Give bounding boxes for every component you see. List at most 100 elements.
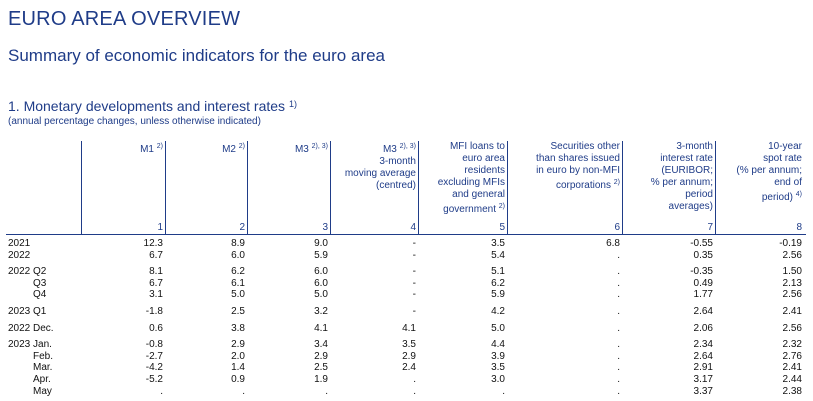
header-text: M3 bbox=[294, 144, 309, 155]
table-cell: 2.5 bbox=[314, 362, 328, 374]
table-cell: 2.64 bbox=[693, 350, 713, 362]
column-divider bbox=[247, 141, 248, 235]
row-label: Feb. bbox=[33, 350, 54, 362]
row-label: 2021 bbox=[8, 238, 31, 249]
row-label: Mar. bbox=[33, 362, 53, 374]
table-cell: 0.49 bbox=[693, 277, 713, 289]
row-label: Q3 bbox=[33, 277, 47, 289]
table-cell: - bbox=[412, 306, 416, 317]
table-cell: 6.2 bbox=[491, 277, 505, 289]
table-cell: . bbox=[617, 266, 620, 278]
section-title-text: 1. Monetary developments and interest ra… bbox=[8, 98, 286, 114]
column-number: 1 bbox=[157, 222, 163, 233]
page-subtitle: Summary of economic indicators for the e… bbox=[8, 46, 386, 65]
header-line: (% per annum; bbox=[736, 165, 802, 176]
column-divider bbox=[715, 141, 716, 235]
table-cell: . bbox=[617, 289, 620, 301]
table-cell: -4.2 bbox=[145, 362, 163, 374]
table-cell: . bbox=[502, 385, 505, 397]
header-line: moving average bbox=[344, 168, 416, 179]
table-cell: 0.9 bbox=[231, 374, 245, 385]
header-line: and general bbox=[452, 189, 505, 200]
header-line: MFI loans to bbox=[449, 141, 505, 152]
column-header: MFI loans to euro area residents excluding … bbox=[438, 141, 505, 216]
header-line: period bbox=[685, 189, 713, 200]
page-title: EURO AREA OVERVIEW bbox=[8, 8, 241, 30]
header-line: M3 2), 3) bbox=[345, 141, 416, 156]
table-cell: . bbox=[325, 385, 328, 397]
header-line: than shares issued bbox=[536, 153, 620, 164]
column-number: 2 bbox=[239, 222, 245, 233]
header-line: % per annum; bbox=[650, 177, 713, 188]
header-line: (centred) bbox=[375, 180, 416, 191]
header-line: government 2) bbox=[438, 201, 505, 216]
row-label: May bbox=[33, 385, 52, 397]
table-cell: 4.1 bbox=[314, 322, 328, 334]
table-cell: . bbox=[617, 249, 620, 261]
table-cell: 3.4 bbox=[314, 339, 328, 351]
table-cell: 2.5 bbox=[231, 306, 245, 317]
header-line: averages) bbox=[668, 201, 713, 212]
table-cell: 3.8 bbox=[231, 322, 245, 334]
table-cell: 2.91 bbox=[693, 362, 713, 374]
column-divider bbox=[165, 141, 166, 235]
table-cell: 2.06 bbox=[693, 322, 713, 334]
column-number: 6 bbox=[614, 222, 620, 233]
table-cell: - bbox=[412, 249, 416, 261]
row-label: Q4 bbox=[33, 289, 47, 301]
table-cell: 3.5 bbox=[491, 238, 505, 249]
header-line: M3 2), 3) bbox=[295, 141, 328, 156]
table-cell: 2.56 bbox=[782, 249, 802, 261]
table-cell: 3.17 bbox=[693, 374, 713, 385]
table-cell: 1.50 bbox=[782, 266, 802, 278]
table-cell: . bbox=[617, 385, 620, 397]
table-cell: 5.0 bbox=[314, 289, 328, 301]
footnote-ref: 2) bbox=[156, 143, 163, 150]
header-line: 3-month bbox=[379, 156, 416, 167]
row-label: 2022 Q2 bbox=[8, 266, 47, 278]
header-line: M1 2) bbox=[140, 141, 163, 156]
table-cell: 0.35 bbox=[693, 249, 713, 261]
header-text: M3 bbox=[382, 144, 397, 155]
header-line: in euro by non-MFI bbox=[536, 165, 620, 176]
row-label: 2022 Dec. bbox=[8, 322, 54, 334]
table-cell: 6.7 bbox=[149, 277, 163, 289]
column-divider bbox=[507, 141, 508, 235]
header-line: euro area bbox=[462, 153, 505, 164]
table-cell: . bbox=[617, 374, 620, 385]
table-cell: 2.9 bbox=[314, 350, 328, 362]
table-cell: 2.38 bbox=[782, 385, 802, 397]
table-cell: 8.9 bbox=[231, 238, 245, 249]
footnote-ref: 1) bbox=[288, 99, 297, 109]
table-cell: 2.44 bbox=[782, 374, 802, 385]
table-cell: 6.8 bbox=[606, 238, 620, 249]
table-cell: 2.64 bbox=[693, 306, 713, 317]
table-cell: 1.77 bbox=[693, 289, 713, 301]
table-cell: . bbox=[617, 339, 620, 351]
table-cell: 2.41 bbox=[782, 362, 802, 374]
table-cell: 5.0 bbox=[231, 289, 245, 301]
table-cell: 4.2 bbox=[491, 306, 505, 317]
table-cell: 1.9 bbox=[314, 374, 328, 385]
header-line: M2 2) bbox=[222, 141, 245, 156]
footnote-ref: 2) bbox=[238, 143, 245, 150]
table-cell: -0.19 bbox=[779, 238, 802, 249]
header-line: 3-month bbox=[676, 141, 713, 152]
table-cell: - bbox=[412, 238, 416, 249]
table-cell: 9.0 bbox=[314, 238, 328, 249]
column-header: 10-year spot rate (% per annum; end of perio… bbox=[736, 141, 802, 204]
table-cell: . bbox=[617, 322, 620, 334]
header-line: interest rate bbox=[660, 153, 713, 164]
table-cell: 8.1 bbox=[149, 266, 163, 278]
footnote-ref: 2), 3) bbox=[399, 143, 416, 150]
table-cell: 2.34 bbox=[693, 339, 713, 351]
header-line: spot rate bbox=[763, 153, 802, 164]
column-divider bbox=[81, 141, 82, 235]
table-cell: 3.1 bbox=[149, 289, 163, 301]
table-cell: 5.9 bbox=[314, 249, 328, 261]
row-label: 2023 Q1 bbox=[8, 306, 47, 317]
table-cell: 3.9 bbox=[491, 350, 505, 362]
header-text: corporations bbox=[555, 180, 611, 191]
table-cell: 2.9 bbox=[402, 350, 416, 362]
table-cell: - bbox=[412, 289, 416, 301]
